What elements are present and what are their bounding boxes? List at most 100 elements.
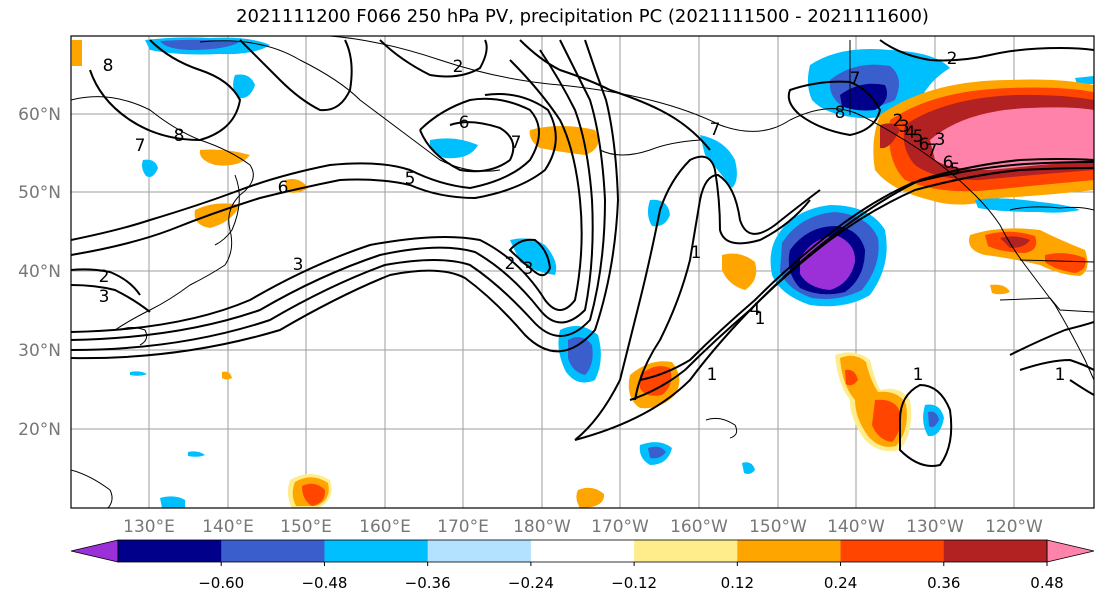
contour-label: 3 <box>99 287 110 307</box>
contour-label: 7 <box>135 136 146 156</box>
colorbar-extend-high <box>1046 539 1095 563</box>
precip-blob <box>72 40 82 66</box>
contour-label: 2 <box>99 267 110 287</box>
contour-label: 8 <box>835 103 846 123</box>
precip-blob <box>142 159 158 177</box>
colorbar-tick-label: 0.36 <box>927 574 960 592</box>
colorbar-segment <box>530 540 635 562</box>
precip-blob <box>880 123 900 149</box>
precip-blob <box>928 411 939 428</box>
precip-blob <box>285 179 308 193</box>
contour-label: 5 <box>913 127 924 147</box>
contour-label: 5 <box>950 160 961 180</box>
colorbar-segment <box>118 540 222 562</box>
colorbar-tick-label: 0.48 <box>1030 574 1063 592</box>
longitude-label: 170°W <box>591 517 649 537</box>
contour-label: 2 <box>505 254 516 274</box>
latitude-label: 40°N <box>18 262 61 282</box>
contour-label: 6 <box>919 135 930 155</box>
contour-label: 6 <box>459 113 470 133</box>
colorbar-tick-label: 0.12 <box>721 574 754 592</box>
longitude-label: 170°E <box>437 517 489 537</box>
latitude-label: 30°N <box>18 341 61 361</box>
contour-label: 1 <box>913 365 924 385</box>
precip-blob <box>742 462 755 474</box>
contour-label: 1 <box>691 243 702 263</box>
map-title: 2021111200 F066 250 hPa PV, precipitatio… <box>236 6 929 27</box>
precip-blob <box>700 135 737 188</box>
precip-blob <box>429 138 478 159</box>
precip-blob <box>160 39 240 50</box>
latitude-label: 20°N <box>18 420 61 440</box>
colorbar-tick-label: −0.12 <box>611 574 657 592</box>
colorbar-tick-label: −0.24 <box>508 574 554 592</box>
precip-blob <box>194 203 240 228</box>
contour-label: 2 <box>893 111 904 131</box>
longitude-labels: 130°E 140°E 150°E 160°E 170°E 180°W 170°W 160°W… <box>123 517 1043 537</box>
contour-label: 1 <box>707 365 718 385</box>
precip-blob <box>1045 253 1086 273</box>
precip-blob <box>840 83 888 111</box>
precip-blob <box>510 238 557 275</box>
precip-blob <box>648 446 666 459</box>
precip-blob <box>130 371 147 376</box>
latitude-label: 60°N <box>18 105 61 125</box>
longitude-label: 150°W <box>749 517 807 537</box>
precip-blob <box>199 149 250 166</box>
contour-label: 1 <box>755 309 766 329</box>
contour-label: 2 <box>453 57 464 77</box>
precip-blob <box>576 487 605 508</box>
contour-label: 7 <box>927 141 938 161</box>
colorbar-outline <box>117 539 1048 563</box>
contour-label: 6 <box>278 178 289 198</box>
colorbar-tick-label: −0.36 <box>405 574 451 592</box>
longitude-label: 130°W <box>906 517 964 537</box>
contour-label: 3 <box>523 259 534 279</box>
precip-blob <box>930 107 1094 170</box>
contour-label: 6 <box>943 153 954 173</box>
precip-blob <box>233 74 255 99</box>
longitude-label: 180°W <box>513 517 571 537</box>
contour-label: 8 <box>174 126 185 146</box>
colorbar-segment <box>737 540 842 562</box>
contour-label: 3 <box>293 255 304 275</box>
contour-label: 4 <box>750 300 761 320</box>
contour-label: 2 <box>947 49 958 69</box>
longitude-label: 120°W <box>985 517 1043 537</box>
contour-label: 3 <box>899 117 910 137</box>
longitude-label: 140°E <box>202 517 254 537</box>
contour-label: 7 <box>710 120 721 140</box>
latitude-labels: 60°N 50°N 40°N 30°N 20°N <box>18 105 61 440</box>
precip-blob <box>302 483 326 506</box>
contour-label: 1 <box>1055 365 1066 385</box>
precip-blob <box>990 284 1010 295</box>
colorbar-tick-label: −0.60 <box>198 574 244 592</box>
precip-blob <box>222 371 232 380</box>
contour-label: 7 <box>511 133 522 153</box>
precip-blob <box>975 198 1080 213</box>
contour-label: 8 <box>103 56 114 76</box>
contour-label: 3 <box>935 130 946 150</box>
colorbar-segment <box>943 540 1048 562</box>
longitude-label: 160°E <box>359 517 411 537</box>
contour-label: 7 <box>850 69 861 89</box>
colorbar: −0.60 −0.48 −0.36 −0.24 −0.12 0.12 0.24 0.36 0.4… <box>70 539 1095 592</box>
precip-blob <box>188 451 205 457</box>
longitude-label: 150°E <box>280 517 332 537</box>
precip-blob <box>722 253 757 290</box>
precip-blob <box>160 496 185 508</box>
colorbar-tick-label: −0.48 <box>301 574 347 592</box>
pv-contours <box>71 39 1094 467</box>
precip-blob <box>845 369 858 386</box>
precip-blob <box>1075 76 1094 84</box>
longitude-label: 130°E <box>123 517 175 537</box>
precip-blob <box>872 399 901 442</box>
contour-label: 5 <box>405 169 416 189</box>
latitude-label: 50°N <box>18 183 61 203</box>
longitude-label: 160°W <box>670 517 728 537</box>
colorbar-segment <box>427 540 532 562</box>
contour-label: 4 <box>905 123 916 143</box>
colorbar-tick-label: 0.24 <box>824 574 857 592</box>
